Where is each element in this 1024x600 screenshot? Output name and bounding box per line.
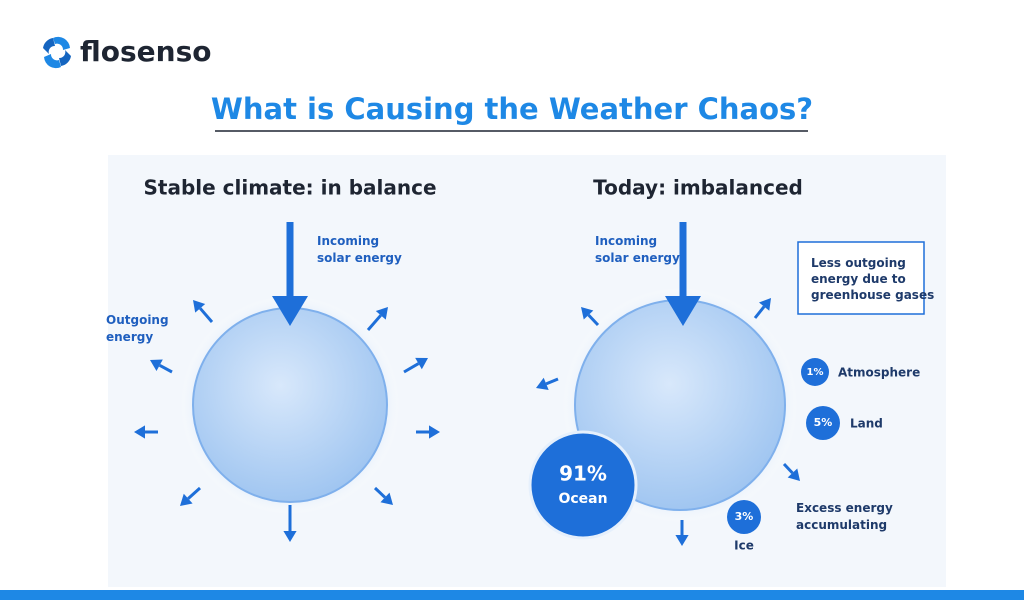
note: Less outgoing energy due to greenhouse gas… bbox=[811, 256, 934, 302]
arrow-shaft bbox=[587, 313, 600, 327]
share-label: Land bbox=[850, 417, 883, 431]
arrow-head bbox=[415, 357, 428, 370]
share-label: Ice bbox=[734, 539, 754, 553]
arrow-head bbox=[193, 300, 206, 313]
share-bubble bbox=[528, 430, 638, 540]
arrow-head bbox=[758, 298, 771, 311]
arrow-head bbox=[150, 359, 163, 372]
share-label: Ocean bbox=[558, 491, 607, 507]
arrow-head bbox=[429, 425, 440, 439]
arrow-head bbox=[675, 535, 689, 546]
arrow-head bbox=[272, 296, 308, 326]
share: 3% bbox=[735, 510, 754, 523]
arrow-shaft bbox=[199, 307, 214, 323]
incoming-label: Incoming solar energy bbox=[317, 234, 402, 265]
arrows bbox=[134, 222, 800, 546]
excess-label: Excess energy accumulating bbox=[796, 501, 893, 532]
arrow-shaft bbox=[403, 362, 420, 374]
arrow-head bbox=[283, 531, 297, 542]
globe bbox=[192, 307, 388, 503]
arrow-shaft bbox=[366, 314, 382, 331]
logo bbox=[43, 36, 71, 69]
arrow-head bbox=[375, 307, 388, 320]
share: 1% bbox=[807, 367, 824, 378]
arrow-shaft bbox=[158, 363, 173, 374]
panel-heading: Today: imbalanced bbox=[593, 176, 803, 200]
share-label: Atmosphere bbox=[838, 366, 920, 380]
arrow-shaft bbox=[753, 305, 766, 319]
arrow-head bbox=[581, 307, 594, 320]
outgoing-label: Outgoing energy bbox=[106, 313, 169, 344]
share-bubble bbox=[801, 358, 829, 386]
arrow-shaft bbox=[545, 377, 559, 386]
panel-heading: Stable climate: in balance bbox=[143, 176, 436, 200]
arrow-shaft bbox=[187, 486, 202, 500]
arrow-head bbox=[787, 468, 800, 481]
note-box bbox=[797, 241, 925, 315]
footer-bar bbox=[0, 590, 1024, 600]
share-bubble bbox=[806, 406, 840, 440]
arrow-head bbox=[180, 493, 193, 506]
title: What is Causing the Weather Chaos? bbox=[211, 92, 813, 126]
arrow-head bbox=[134, 425, 145, 439]
arrow-head bbox=[380, 492, 393, 505]
share-bubble bbox=[727, 500, 761, 534]
arrow-shaft bbox=[782, 462, 794, 475]
arrow-shaft bbox=[373, 486, 387, 499]
share: 91% bbox=[559, 462, 607, 486]
share: 5% bbox=[814, 416, 833, 429]
arrow-head bbox=[665, 296, 701, 326]
incoming-label: Incoming solar energy bbox=[595, 234, 680, 265]
arrow-head bbox=[536, 377, 549, 390]
brand: flosenso bbox=[80, 35, 211, 68]
